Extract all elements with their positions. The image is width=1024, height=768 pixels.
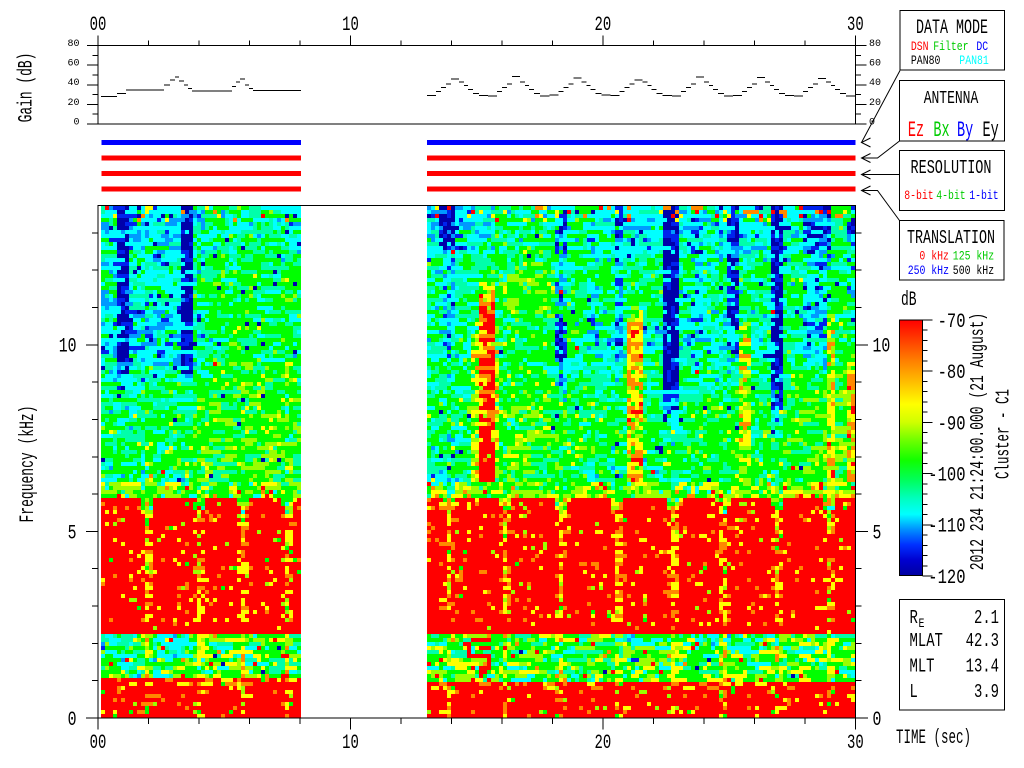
- svg-text:0: 0: [869, 117, 875, 129]
- svg-text:30: 30: [847, 14, 864, 37]
- svg-text:0: 0: [873, 709, 882, 732]
- svg-text:DSN: DSN: [911, 40, 929, 54]
- svg-text:RESOLUTION: RESOLUTION: [911, 157, 992, 179]
- svg-text:Gain (dB): Gain (dB): [16, 53, 39, 123]
- svg-text:40: 40: [869, 77, 881, 89]
- svg-text:0 kHz: 0 kHz: [919, 250, 949, 264]
- svg-text:Bx: Bx: [933, 118, 949, 143]
- svg-text:TIME (sec): TIME (sec): [896, 727, 971, 750]
- svg-text:10: 10: [59, 336, 77, 359]
- svg-text:30: 30: [847, 732, 864, 755]
- svg-text:20: 20: [595, 14, 612, 37]
- svg-text:20: 20: [869, 97, 881, 109]
- svg-text:DC: DC: [976, 40, 988, 54]
- svg-text:-100: -100: [928, 465, 965, 488]
- svg-text:MLT: MLT: [910, 656, 935, 678]
- svg-text:1-bit: 1-bit: [969, 189, 999, 203]
- svg-text:5: 5: [68, 522, 77, 545]
- svg-text:PAN80: PAN80: [911, 54, 941, 68]
- svg-text:4-bit: 4-bit: [936, 189, 966, 203]
- svg-text:ANTENNA: ANTENNA: [924, 89, 979, 109]
- svg-text:Ez: Ez: [908, 118, 924, 143]
- svg-text:-70: -70: [938, 311, 966, 334]
- svg-text:-80: -80: [938, 362, 966, 385]
- svg-text:500 kHz: 500 kHz: [953, 264, 994, 278]
- svg-text:60: 60: [68, 58, 80, 70]
- svg-text:00: 00: [90, 732, 107, 755]
- svg-text:R: R: [910, 607, 918, 629]
- svg-text:125 kHz: 125 kHz: [953, 250, 994, 264]
- svg-text:20: 20: [595, 732, 612, 755]
- svg-text:L: L: [910, 681, 918, 703]
- svg-text:-110: -110: [928, 516, 965, 539]
- svg-text:Cluster - C1: Cluster - C1: [993, 389, 1015, 479]
- svg-text:Ey: Ey: [983, 118, 999, 143]
- svg-text:10: 10: [342, 732, 359, 755]
- svg-text:MLAT: MLAT: [910, 630, 943, 652]
- svg-text:2012 234 21:24:00.000 (21 Augu: 2012 234 21:24:00.000 (21 August): [967, 313, 989, 570]
- svg-text:40: 40: [68, 77, 80, 89]
- svg-text:00: 00: [90, 14, 107, 37]
- svg-text:13.4: 13.4: [966, 656, 999, 678]
- svg-text:80: 80: [68, 38, 80, 50]
- svg-text:Frequency (kHz): Frequency (kHz): [17, 406, 40, 523]
- svg-text:By: By: [957, 118, 973, 143]
- svg-text:250 kHz: 250 kHz: [908, 264, 949, 278]
- svg-text:-90: -90: [938, 413, 966, 436]
- svg-text:80: 80: [869, 38, 881, 50]
- svg-text:PAN81: PAN81: [959, 54, 989, 68]
- svg-text:0: 0: [74, 117, 80, 129]
- svg-text:DATA MODE: DATA MODE: [916, 17, 988, 40]
- svg-text:20: 20: [68, 97, 80, 109]
- svg-text:dB: dB: [901, 289, 917, 312]
- svg-text:5: 5: [873, 522, 882, 545]
- svg-text:8-bit: 8-bit: [904, 189, 934, 203]
- svg-text:Filter: Filter: [933, 40, 968, 54]
- svg-text:0: 0: [68, 709, 77, 732]
- svg-text:-120: -120: [928, 567, 965, 590]
- svg-text:3.9: 3.9: [974, 681, 999, 703]
- svg-text:60: 60: [869, 58, 881, 70]
- svg-text:2.1: 2.1: [974, 607, 999, 629]
- svg-text:42.3: 42.3: [966, 630, 999, 652]
- svg-text:TRANSLATION: TRANSLATION: [907, 227, 995, 249]
- svg-text:10: 10: [873, 336, 891, 359]
- svg-text:E: E: [919, 616, 925, 631]
- svg-text:10: 10: [342, 14, 359, 37]
